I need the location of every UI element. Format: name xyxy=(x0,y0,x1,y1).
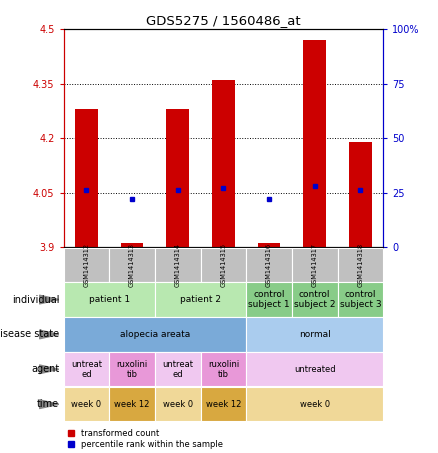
FancyBboxPatch shape xyxy=(64,352,109,386)
Bar xyxy=(120,243,143,247)
Text: week 0: week 0 xyxy=(71,400,102,409)
FancyBboxPatch shape xyxy=(338,283,383,317)
Text: time: time xyxy=(37,399,59,409)
Text: week 12: week 12 xyxy=(114,400,150,409)
Bar xyxy=(258,243,280,247)
FancyBboxPatch shape xyxy=(155,248,201,282)
Text: GSM1414314: GSM1414314 xyxy=(175,243,181,287)
Text: GSM1414317: GSM1414317 xyxy=(312,243,318,287)
FancyBboxPatch shape xyxy=(338,248,383,282)
Text: GSM1414315: GSM1414315 xyxy=(220,243,226,287)
Title: GDS5275 / 1560486_at: GDS5275 / 1560486_at xyxy=(146,14,301,27)
FancyBboxPatch shape xyxy=(109,248,155,282)
Polygon shape xyxy=(39,330,59,339)
FancyBboxPatch shape xyxy=(64,283,155,317)
Text: alopecia areata: alopecia areata xyxy=(120,330,190,339)
FancyBboxPatch shape xyxy=(246,352,383,386)
FancyBboxPatch shape xyxy=(64,318,246,352)
FancyBboxPatch shape xyxy=(246,318,383,352)
Text: control
subject 2: control subject 2 xyxy=(294,290,336,309)
Bar xyxy=(303,40,326,247)
FancyBboxPatch shape xyxy=(292,248,338,282)
Bar xyxy=(349,142,372,247)
FancyBboxPatch shape xyxy=(64,248,109,282)
Bar xyxy=(75,109,98,247)
Text: week 0: week 0 xyxy=(300,400,330,409)
FancyBboxPatch shape xyxy=(109,352,155,386)
FancyBboxPatch shape xyxy=(155,352,201,386)
Polygon shape xyxy=(39,400,59,409)
Text: control
subject 3: control subject 3 xyxy=(339,290,381,309)
Text: untreat
ed: untreat ed xyxy=(162,360,193,379)
FancyBboxPatch shape xyxy=(64,387,109,421)
FancyBboxPatch shape xyxy=(109,387,155,421)
Text: patient 1: patient 1 xyxy=(88,295,130,304)
Legend: transformed count, percentile rank within the sample: transformed count, percentile rank withi… xyxy=(68,429,223,449)
Polygon shape xyxy=(39,295,59,304)
Text: untreated: untreated xyxy=(294,365,336,374)
FancyBboxPatch shape xyxy=(246,248,292,282)
Text: ruxolini
tib: ruxolini tib xyxy=(208,360,239,379)
Text: GSM1414313: GSM1414313 xyxy=(129,243,135,287)
FancyBboxPatch shape xyxy=(155,283,246,317)
Text: normal: normal xyxy=(299,330,331,339)
Text: GSM1414318: GSM1414318 xyxy=(357,243,364,287)
FancyBboxPatch shape xyxy=(201,352,246,386)
Text: disease state: disease state xyxy=(0,329,59,339)
FancyBboxPatch shape xyxy=(246,283,292,317)
Text: GSM1414312: GSM1414312 xyxy=(83,243,89,287)
Bar xyxy=(166,109,189,247)
Text: patient 2: patient 2 xyxy=(180,295,221,304)
Text: week 12: week 12 xyxy=(206,400,241,409)
FancyBboxPatch shape xyxy=(201,248,246,282)
Text: individual: individual xyxy=(12,294,59,304)
FancyBboxPatch shape xyxy=(201,387,246,421)
FancyBboxPatch shape xyxy=(292,283,338,317)
Bar xyxy=(212,80,235,247)
Text: ruxolini
tib: ruxolini tib xyxy=(117,360,148,379)
Text: agent: agent xyxy=(31,364,59,374)
Polygon shape xyxy=(39,365,59,374)
Text: GSM1414316: GSM1414316 xyxy=(266,243,272,287)
FancyBboxPatch shape xyxy=(246,387,383,421)
Text: week 0: week 0 xyxy=(162,400,193,409)
Text: untreat
ed: untreat ed xyxy=(71,360,102,379)
Text: control
subject 1: control subject 1 xyxy=(248,290,290,309)
FancyBboxPatch shape xyxy=(155,387,201,421)
